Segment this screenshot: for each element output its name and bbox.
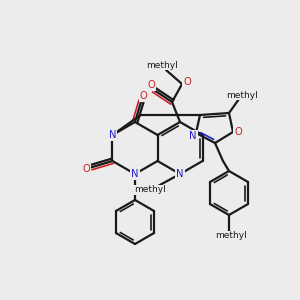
Text: methyl: methyl <box>146 61 178 70</box>
Text: N: N <box>109 130 116 140</box>
Text: N: N <box>176 169 184 179</box>
Text: O: O <box>234 127 242 137</box>
Text: methyl: methyl <box>215 232 247 241</box>
Text: O: O <box>140 91 147 101</box>
Text: methyl: methyl <box>134 185 166 194</box>
Text: N: N <box>131 169 139 179</box>
Text: O: O <box>183 77 191 87</box>
Text: N: N <box>189 131 197 141</box>
Text: O: O <box>147 80 155 90</box>
Text: methyl: methyl <box>226 91 258 100</box>
Text: O: O <box>82 164 90 174</box>
